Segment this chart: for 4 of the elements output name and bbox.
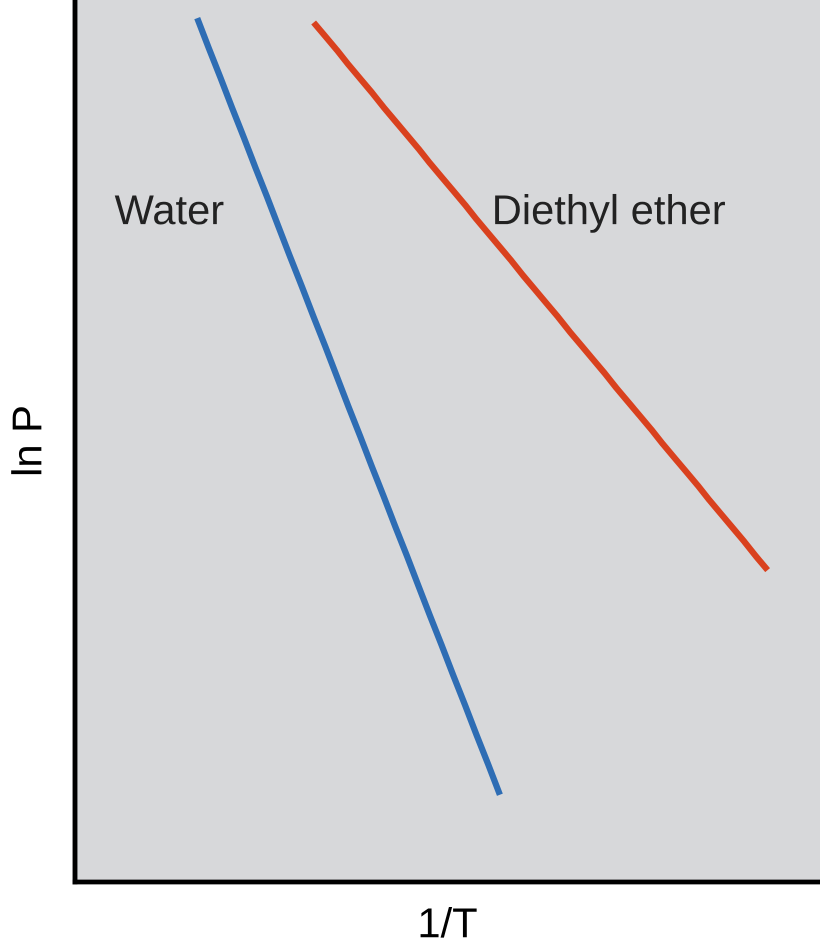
series-label: Water xyxy=(114,195,224,225)
x-axis-title: 1/T xyxy=(420,907,477,938)
series-label: Diethyl ether xyxy=(495,194,725,233)
y-axis-title: ln P xyxy=(11,407,42,474)
